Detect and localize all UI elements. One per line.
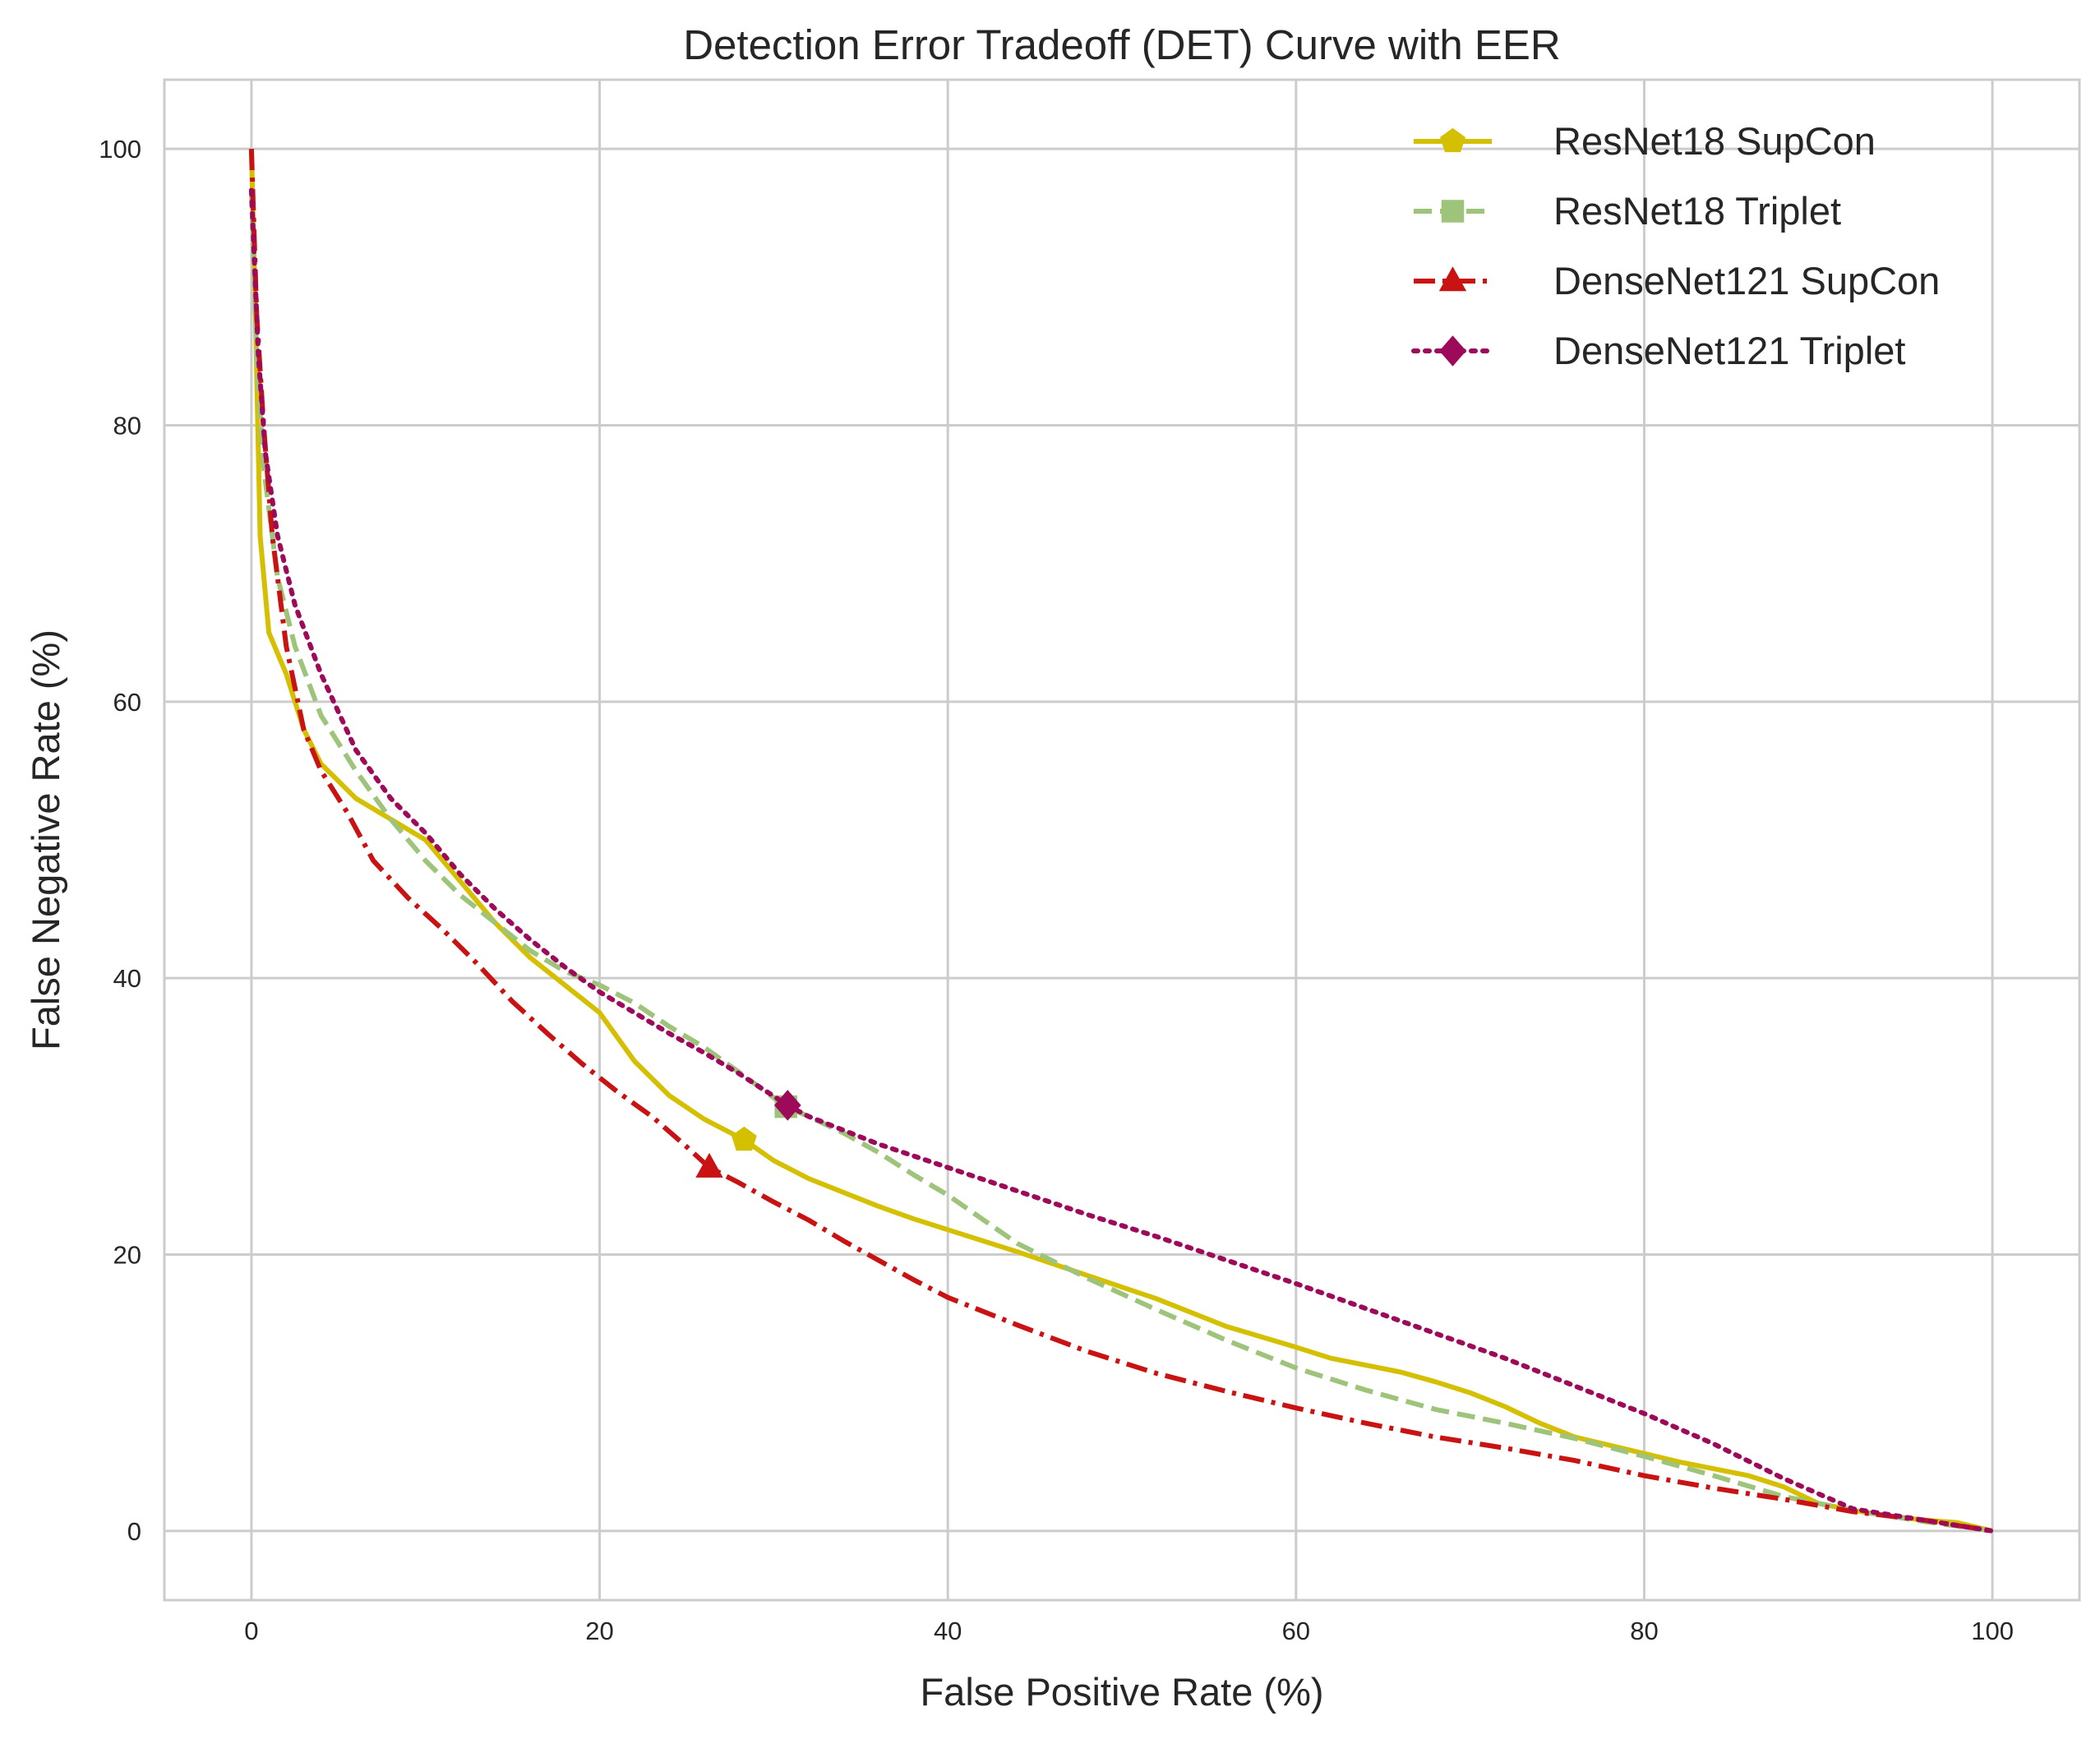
legend-entry: ResNet18 Triplet bbox=[1414, 189, 1841, 233]
x-tick-label: 100 bbox=[1971, 1617, 2014, 1645]
series-3 bbox=[248, 187, 1996, 1534]
x-tick-label: 20 bbox=[585, 1617, 613, 1645]
legend-marker bbox=[1441, 200, 1465, 223]
eer-marker bbox=[695, 1152, 723, 1178]
y-axis-title: False Negative Rate (%) bbox=[24, 630, 67, 1050]
x-axis-title: False Positive Rate (%) bbox=[920, 1670, 1323, 1714]
y-tick-label: 80 bbox=[113, 411, 141, 440]
y-tick-label: 100 bbox=[99, 135, 141, 164]
legend-marker bbox=[1438, 266, 1467, 292]
legend-entry: DenseNet121 SupCon bbox=[1414, 259, 1940, 302]
legend-marker bbox=[1440, 127, 1465, 153]
plot-area bbox=[164, 80, 2079, 1600]
series-line bbox=[248, 149, 1993, 1534]
y-tick-label: 0 bbox=[127, 1517, 141, 1546]
gridlines bbox=[164, 80, 2079, 1600]
y-tick-label: 20 bbox=[113, 1241, 141, 1270]
y-tick-label: 40 bbox=[113, 964, 141, 993]
eer-marker bbox=[773, 1090, 801, 1121]
legend-label: ResNet18 Triplet bbox=[1553, 189, 1841, 233]
tick-labels: 0 20 40 60 80 100 0 20 40 60 80 100 bbox=[99, 135, 2014, 1645]
series-line bbox=[248, 190, 1993, 1534]
legend-label: DenseNet121 SupCon bbox=[1553, 259, 1940, 302]
legend: ResNet18 SupCon ResNet18 Triplet DenseNet1… bbox=[1411, 119, 1940, 372]
y-tick-label: 60 bbox=[113, 688, 141, 717]
plot-frame bbox=[163, 78, 2081, 1602]
eer-marker bbox=[731, 1126, 757, 1151]
series-layer bbox=[248, 149, 1996, 1534]
legend-label: ResNet18 SupCon bbox=[1553, 119, 1876, 163]
legend-entry: DenseNet121 Triplet bbox=[1411, 329, 1905, 372]
series-2 bbox=[248, 149, 1993, 1534]
chart-title: Detection Error Tradeoff (DET) Curve wit… bbox=[683, 21, 1561, 68]
legend-marker bbox=[1439, 335, 1466, 367]
x-tick-label: 40 bbox=[934, 1617, 962, 1645]
legend-label: DenseNet121 Triplet bbox=[1553, 329, 1905, 372]
x-tick-label: 0 bbox=[244, 1617, 258, 1645]
x-tick-label: 60 bbox=[1282, 1617, 1310, 1645]
legend-entry: ResNet18 SupCon bbox=[1414, 119, 1876, 163]
x-tick-label: 80 bbox=[1630, 1617, 1658, 1645]
